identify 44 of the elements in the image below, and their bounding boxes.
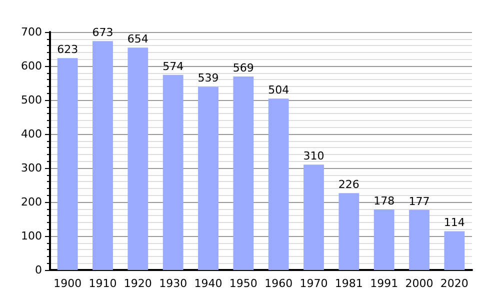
- bar: [57, 58, 78, 270]
- bar: [338, 193, 360, 270]
- bar: [198, 86, 218, 270]
- data-label: 310: [303, 150, 324, 163]
- x-tick-label: 2000: [405, 277, 434, 290]
- bar: [374, 209, 394, 270]
- data-label: 569: [232, 62, 254, 75]
- x-tick-label: 1970: [300, 277, 328, 290]
- y-tick-label: 700: [21, 26, 42, 38]
- data-label: 114: [444, 216, 465, 230]
- bar: [128, 48, 148, 270]
- y-tick-label: 500: [21, 94, 42, 106]
- x-tick-label: 1960: [264, 277, 293, 290]
- bar: [92, 41, 113, 270]
- bar: [444, 231, 465, 270]
- data-label: 654: [127, 32, 148, 46]
- y-tick-label: 600: [21, 60, 42, 72]
- x-tick-label: 1991: [370, 277, 398, 290]
- data-label: 178: [374, 194, 395, 208]
- bar: [162, 74, 184, 270]
- bar: [233, 76, 254, 270]
- x-tick-label: 1930: [159, 277, 188, 290]
- x-tick-label: 1910: [88, 277, 117, 290]
- x-tick-label: 1900: [54, 277, 82, 290]
- x-tick-label: 1940: [194, 277, 222, 290]
- data-label: 539: [198, 72, 219, 85]
- y-tick-label: 0: [35, 264, 42, 276]
- data-label: 226: [338, 178, 360, 192]
- x-tick-label: 1950: [229, 277, 258, 290]
- y-tick-label: 300: [21, 162, 42, 174]
- bar: [409, 210, 430, 270]
- y-tick-label: 400: [21, 128, 42, 140]
- x-tick-label: 2020: [440, 277, 468, 290]
- x-tick-label: 1920: [124, 277, 152, 290]
- bar: [304, 164, 324, 270]
- data-label: 574: [162, 60, 184, 73]
- data-label: 504: [268, 84, 290, 97]
- bar: [268, 98, 289, 270]
- x-tick-label: 1981: [334, 277, 363, 290]
- data-label: 673: [92, 26, 114, 40]
- data-label: 177: [408, 194, 430, 208]
- y-tick-label: 100: [21, 230, 42, 242]
- data-label: 623: [57, 43, 78, 56]
- y-tick-label: 200: [21, 196, 42, 208]
